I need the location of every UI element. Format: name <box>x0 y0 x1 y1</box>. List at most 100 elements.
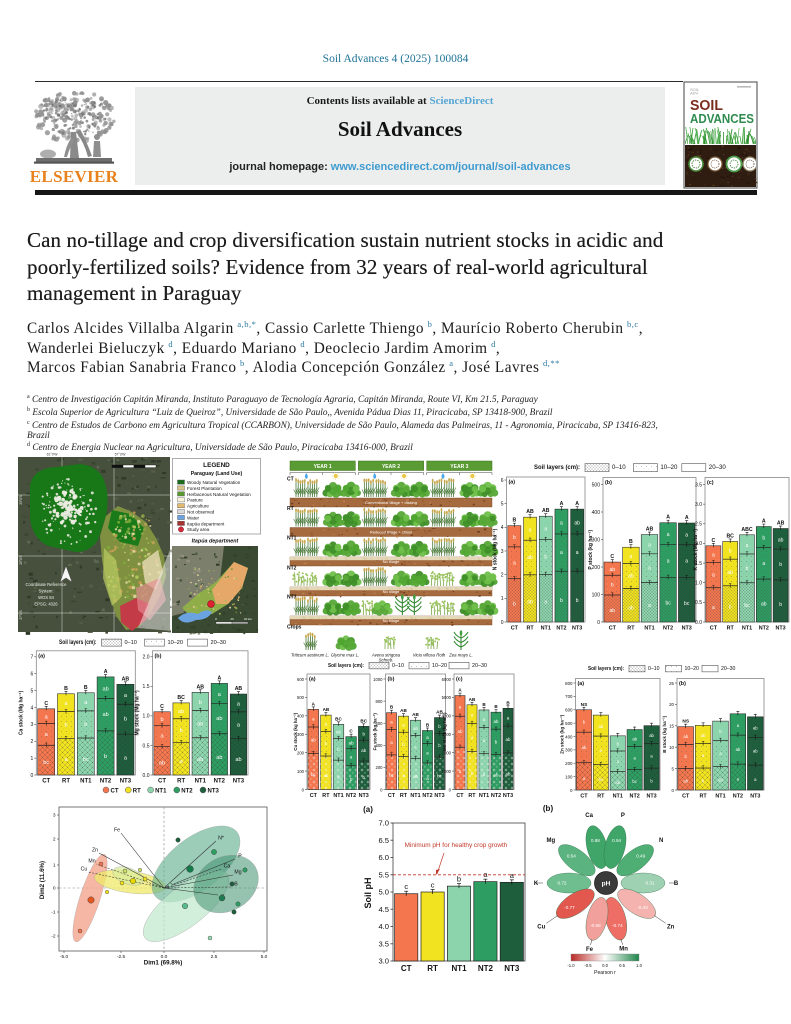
svg-text:6: 6 <box>501 478 504 484</box>
svg-text:b: b <box>650 778 653 783</box>
svg-text:a: a <box>459 704 462 709</box>
svg-text:Zea mays L.: Zea mays L. <box>448 653 473 658</box>
svg-text:1000: 1000 <box>373 677 383 682</box>
svg-text:20–30: 20–30 <box>709 464 727 471</box>
svg-text:500: 500 <box>592 482 601 488</box>
svg-text:RT: RT <box>597 794 605 800</box>
svg-text:b: b <box>779 562 782 568</box>
svg-text:c: c <box>431 881 435 890</box>
svg-text:b: b <box>685 754 688 759</box>
svg-text:NT2: NT2 <box>422 793 432 799</box>
svg-text:Zn: Zn <box>667 925 675 931</box>
svg-text:Avena strigosa: Avena strigosa <box>371 653 401 658</box>
svg-text:260 km: 260 km <box>151 460 162 464</box>
svg-text:Forest Plantation: Forest Plantation <box>187 486 222 491</box>
svg-text:a: a <box>45 714 49 720</box>
svg-text:bc: bc <box>437 773 442 778</box>
svg-text:-1: -1 <box>51 910 56 916</box>
svg-text:CT: CT <box>158 779 166 785</box>
svg-text:-0.77: -0.77 <box>564 905 575 910</box>
svg-text:3.0: 3.0 <box>695 502 702 508</box>
svg-text:Water: Water <box>187 515 200 520</box>
svg-text:7: 7 <box>31 655 34 661</box>
svg-text:ADVANCES: ADVANCES <box>690 112 754 126</box>
svg-text:NT1: NT1 <box>287 536 297 542</box>
svg-text:bc: bc <box>389 772 394 777</box>
svg-text:No tillage: No tillage <box>383 559 400 564</box>
svg-text:A: A <box>458 688 462 693</box>
svg-text:C: C <box>712 538 716 544</box>
svg-text:AB: AB <box>526 509 534 515</box>
svg-text:ab: ab <box>178 709 184 715</box>
svg-text:NT1: NT1 <box>742 626 752 632</box>
svg-text:6000: 6000 <box>442 677 452 682</box>
svg-text:RT: RT <box>62 779 70 785</box>
svg-text:b: b <box>104 754 107 760</box>
svg-text:4.5: 4.5 <box>378 905 389 914</box>
svg-text:Triticum aestivum L.: Triticum aestivum L. <box>291 653 329 658</box>
svg-text:a: a <box>45 732 49 738</box>
svg-text:0: 0 <box>53 886 56 892</box>
svg-text:600: 600 <box>297 677 305 682</box>
svg-text:ab: ab <box>683 734 688 739</box>
svg-text:NT2: NT2 <box>491 793 501 799</box>
svg-text:P: P <box>621 813 625 819</box>
svg-text:-0.5: -0.5 <box>584 963 592 968</box>
svg-text:0.0: 0.0 <box>695 620 702 626</box>
svg-text:500: 500 <box>565 721 573 726</box>
svg-text:ab: ab <box>610 567 616 573</box>
svg-text:2: 2 <box>31 739 34 745</box>
svg-text:RT: RT <box>727 626 735 632</box>
svg-text:NT2: NT2 <box>556 626 566 632</box>
svg-text:Itapúa department: Itapúa department <box>192 539 239 545</box>
svg-text:57°3'W: 57°3'W <box>115 453 127 457</box>
svg-text:Cu stock (kg ha⁻¹): Cu stock (kg ha⁻¹) <box>293 712 298 750</box>
svg-text:0–10: 0–10 <box>648 666 660 672</box>
svg-text:P: P <box>238 854 242 860</box>
svg-text:b: b <box>495 739 498 744</box>
svg-text:7.0: 7.0 <box>378 819 389 828</box>
svg-text:0–10: 0–10 <box>125 640 137 646</box>
svg-text:a: a <box>712 573 715 579</box>
svg-text:N*: N* <box>218 836 224 842</box>
svg-text:b: b <box>617 742 620 747</box>
svg-text:NT2: NT2 <box>733 794 743 800</box>
svg-text:3: 3 <box>53 813 56 819</box>
svg-text:CT: CT <box>388 793 396 799</box>
svg-text:a: a <box>583 776 586 781</box>
svg-text:ab: ab <box>102 712 108 718</box>
svg-text:2.5: 2.5 <box>211 954 218 960</box>
svg-text:ab: ab <box>323 773 328 778</box>
svg-text:B: B <box>390 705 394 710</box>
svg-text:CT: CT <box>682 794 690 800</box>
svg-text:b: b <box>438 724 441 729</box>
svg-text:NT1: NT1 <box>195 779 207 785</box>
svg-text:(b): (b) <box>388 677 395 683</box>
svg-text:b: b <box>544 554 547 560</box>
svg-text:NT3: NT3 <box>503 793 513 799</box>
svg-text:10–20: 10–20 <box>660 464 678 471</box>
svg-text:400: 400 <box>592 510 601 516</box>
svg-text:NT1: NT1 <box>451 964 467 973</box>
svg-text:a: a <box>712 605 715 611</box>
svg-text:200: 200 <box>592 565 601 571</box>
svg-text:pH: pH <box>602 880 611 887</box>
svg-text:ELSEVIER: ELSEVIER <box>30 167 119 186</box>
svg-text:b: b <box>350 777 353 782</box>
svg-text:a: a <box>483 717 486 722</box>
svg-text:0.0: 0.0 <box>143 773 150 779</box>
svg-text:b: b <box>84 722 87 728</box>
svg-text:N: N <box>659 838 663 844</box>
svg-text:300: 300 <box>297 732 305 737</box>
svg-text:1: 1 <box>31 756 34 762</box>
svg-text:2.0: 2.0 <box>143 655 150 661</box>
svg-text:0–10: 0–10 <box>392 663 404 669</box>
svg-text:-5.0: -5.0 <box>60 954 69 960</box>
svg-text:a: a <box>650 753 653 758</box>
svg-text:1.0: 1.0 <box>636 963 642 968</box>
svg-text:RT: RT <box>177 779 185 785</box>
svg-text:ABC: ABC <box>741 527 752 533</box>
svg-text:a: a <box>483 738 486 743</box>
svg-text:b: b <box>779 602 782 608</box>
svg-text:ab: ab <box>506 772 511 777</box>
